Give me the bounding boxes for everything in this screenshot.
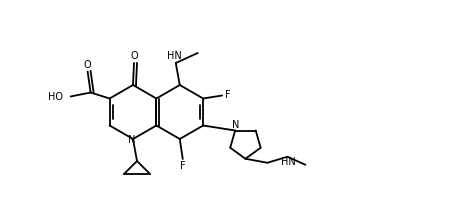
Text: HN: HN bbox=[168, 51, 182, 61]
Text: F: F bbox=[225, 91, 231, 101]
Text: O: O bbox=[84, 59, 92, 69]
Text: O: O bbox=[130, 51, 138, 61]
Text: F: F bbox=[180, 161, 186, 171]
Text: N: N bbox=[128, 135, 136, 145]
Text: HO: HO bbox=[48, 91, 63, 101]
Text: HN: HN bbox=[281, 157, 296, 167]
Text: N: N bbox=[232, 120, 240, 130]
